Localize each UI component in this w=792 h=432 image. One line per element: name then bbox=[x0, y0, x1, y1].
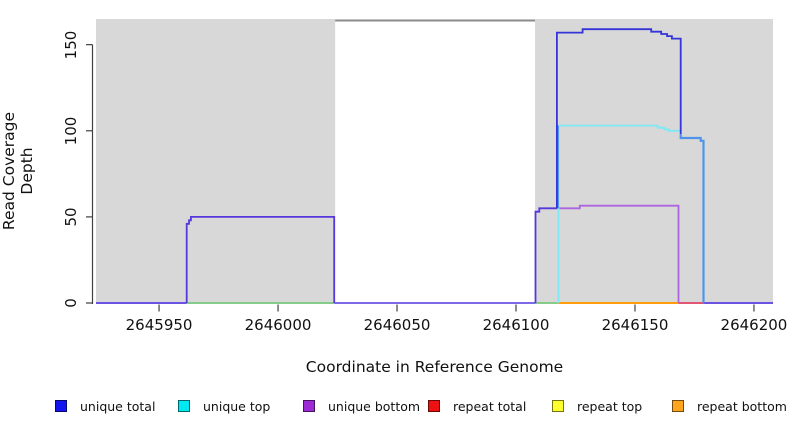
legend-swatch-icon bbox=[55, 400, 67, 412]
unique-bottom-line-line bbox=[556, 204, 680, 303]
y-tick-label: 0 bbox=[62, 298, 80, 308]
x-tick-label: 2646100 bbox=[482, 316, 550, 334]
y-tick-label: 100 bbox=[62, 116, 80, 146]
masked-region bbox=[96, 19, 336, 303]
legend-item-unique-total: unique total bbox=[55, 397, 155, 415]
x-tick-label: 2646200 bbox=[720, 316, 788, 334]
legend-swatch-icon bbox=[428, 400, 440, 412]
unique-total-peak-line bbox=[556, 28, 682, 209]
legend-label: repeat total bbox=[453, 398, 527, 414]
y-axis-title: Read Coverage Depth bbox=[0, 111, 36, 231]
x-tick-label: 2645950 bbox=[125, 316, 193, 334]
x-tick-label: 2646050 bbox=[363, 316, 431, 334]
x-axis-title: Coordinate in Reference Genome bbox=[305, 358, 564, 376]
legend-item-repeat-bottom: repeat bottom bbox=[672, 397, 787, 415]
legend-item-repeat-top: repeat top bbox=[552, 397, 642, 415]
legend-swatch-icon bbox=[178, 400, 190, 412]
x-tick-label: 2646150 bbox=[601, 316, 669, 334]
plot-canvas bbox=[86, 19, 773, 312]
x-tick-label: 2646000 bbox=[244, 316, 312, 334]
legend-label: unique total bbox=[80, 398, 156, 414]
legend-item-repeat-total: repeat total bbox=[428, 397, 526, 415]
legend-swatch-icon bbox=[672, 400, 684, 412]
legend-label: unique bottom bbox=[328, 398, 421, 414]
merged-tail-line bbox=[679, 134, 705, 303]
legend: unique total unique top unique bottom re… bbox=[0, 397, 792, 419]
legend-swatch-icon bbox=[303, 400, 315, 412]
y-tick-label: 150 bbox=[62, 30, 80, 59]
legend-label: repeat bottom bbox=[697, 398, 787, 414]
unique-top-line-line bbox=[557, 124, 681, 303]
unique-box-left-line bbox=[185, 215, 336, 303]
legend-label: repeat top bbox=[577, 398, 643, 414]
legend-label: unique top bbox=[203, 398, 271, 414]
y-tick-label: 50 bbox=[62, 207, 80, 227]
unique-rise-right-line bbox=[534, 207, 557, 303]
masked-region bbox=[535, 19, 773, 303]
legend-item-unique-top: unique top bbox=[178, 397, 270, 415]
legend-swatch-icon bbox=[552, 400, 564, 412]
legend-item-unique-bottom: unique bottom bbox=[303, 397, 420, 415]
